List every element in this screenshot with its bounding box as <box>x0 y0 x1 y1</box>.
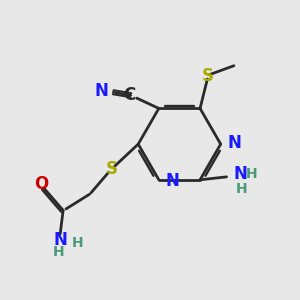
Text: H: H <box>72 236 84 250</box>
Text: S: S <box>106 160 118 178</box>
Text: N: N <box>227 134 241 152</box>
Text: O: O <box>34 175 48 193</box>
Text: N: N <box>95 82 109 100</box>
Text: S: S <box>201 67 213 85</box>
Text: H: H <box>236 182 247 196</box>
Text: N: N <box>234 165 248 183</box>
Text: N: N <box>53 231 67 249</box>
Text: H: H <box>246 167 257 181</box>
Text: H: H <box>53 244 64 259</box>
Text: N: N <box>165 172 179 190</box>
Text: C: C <box>123 86 135 104</box>
